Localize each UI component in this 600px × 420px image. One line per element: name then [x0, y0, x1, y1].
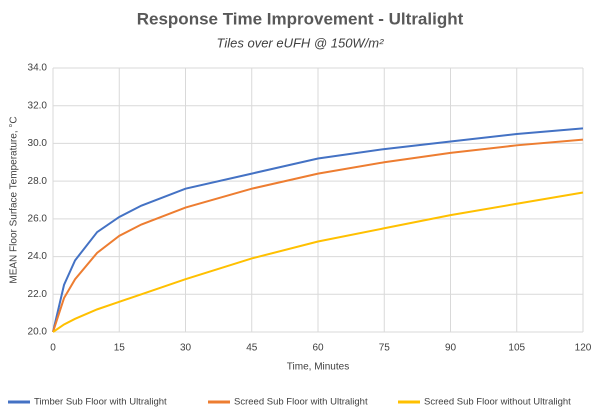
- legend-label: Timber Sub Floor with Ultralight: [34, 397, 167, 408]
- y-tick-label: 28.0: [28, 176, 48, 187]
- y-tick-label: 24.0: [28, 251, 48, 262]
- x-tick-label: 60: [312, 343, 324, 354]
- x-axis-label: Time, Minutes: [287, 362, 349, 373]
- y-tick-label: 22.0: [28, 289, 48, 300]
- x-tick-label: 75: [379, 343, 391, 354]
- y-tick-label: 20.0: [28, 327, 48, 338]
- chart-subtitle: Tiles over eUFH @ 150W/m²: [217, 35, 385, 50]
- legend-label: Screed Sub Floor without Ultralight: [424, 397, 571, 408]
- y-axis-label: MEAN Floor Surface Temperature, °C: [9, 116, 20, 283]
- x-tick-label: 90: [445, 343, 457, 354]
- x-tick-label: 120: [575, 343, 592, 354]
- series-line: [52, 127, 584, 333]
- y-tick-label: 30.0: [28, 138, 48, 149]
- x-tick-label: 30: [180, 343, 192, 354]
- x-tick-label: 15: [114, 343, 126, 354]
- x-tick-label: 105: [508, 343, 525, 354]
- x-tick-label: 45: [246, 343, 258, 354]
- legend-label: Screed Sub Floor with Ultralight: [234, 397, 368, 408]
- y-tick-label: 32.0: [28, 100, 48, 111]
- chart-title: Response Time Improvement - Ultralight: [137, 9, 464, 28]
- series-line: [52, 191, 584, 333]
- y-tick-label: 34.0: [28, 63, 48, 74]
- y-tick-label: 26.0: [28, 213, 48, 224]
- series-line: [52, 138, 584, 333]
- x-tick-label: 0: [50, 343, 56, 354]
